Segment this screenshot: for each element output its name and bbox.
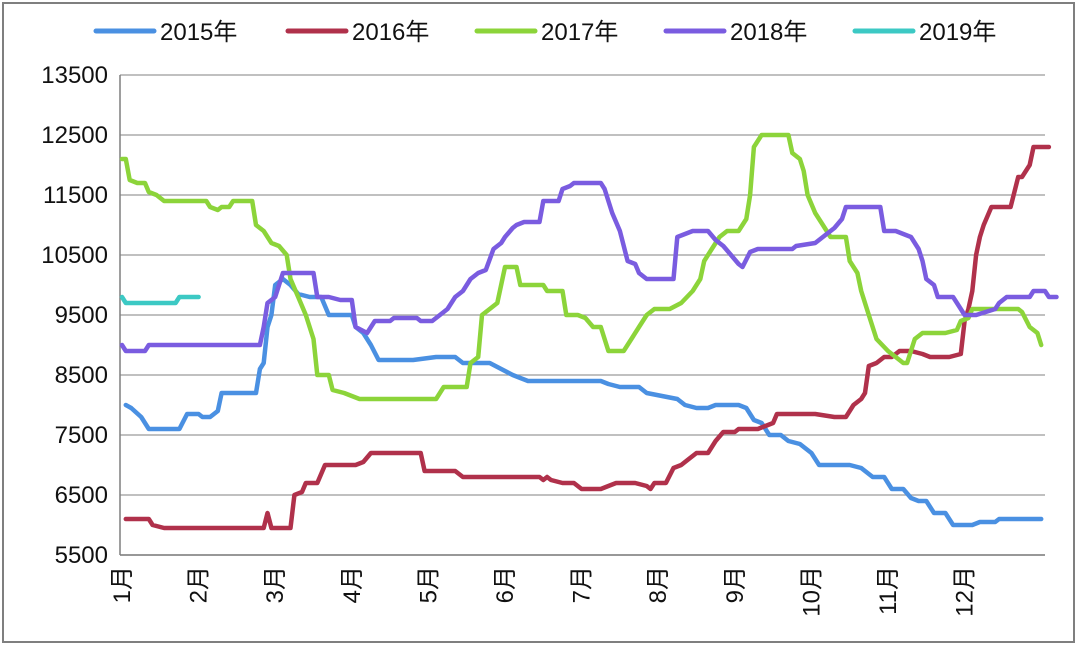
- y-axis-ticks: 5500 6500 7500 8500 9500 10500 11500 12500 13500: [41, 62, 108, 569]
- series-lines: [119, 132, 1059, 531]
- x-tick-label: 11月: [875, 566, 902, 615]
- legend-label: 2016年: [352, 19, 429, 46]
- series-line: [123, 276, 1044, 528]
- series-line: [119, 180, 1059, 354]
- y-tick-label: 8500: [55, 362, 108, 389]
- y-tick-label: 11500: [43, 182, 108, 209]
- y-tick-label: 6500: [55, 482, 108, 509]
- y-tick-label: 9500: [55, 302, 108, 329]
- y-tick-label: 10500: [41, 242, 108, 269]
- series-line: [119, 294, 201, 306]
- legend-label: 2017年: [541, 19, 618, 46]
- x-tick-label: 3月: [262, 566, 289, 603]
- x-axis-ticks: 1月 2月 3月 4月 5月 6月 7月 8月 9月 10月 11月 12月: [109, 566, 979, 617]
- y-tick-label: 5500: [55, 542, 108, 569]
- x-tick-label: 6月: [492, 566, 519, 603]
- x-tick-label: 10月: [798, 566, 825, 617]
- x-tick-label: 9月: [722, 566, 749, 603]
- x-tick-label: 4月: [339, 566, 366, 603]
- x-tick-label: 5月: [415, 566, 442, 603]
- y-tick-label: 12500: [41, 122, 108, 149]
- legend-label: 2015年: [160, 19, 237, 46]
- legend: 2015年 2016年 2017年 2018年 2019年: [93, 19, 996, 46]
- x-tick-label: 2月: [186, 566, 213, 603]
- y-tick-label: 7500: [55, 422, 108, 449]
- x-tick-label: 1月: [109, 566, 136, 603]
- axes: [119, 75, 1045, 556]
- series-line: [119, 132, 1044, 402]
- x-tick-label: 7月: [569, 566, 596, 603]
- y-tick-label: 13500: [41, 62, 108, 89]
- legend-label: 2019年: [919, 19, 996, 46]
- x-tick-label: 12月: [952, 566, 979, 617]
- series-line: [123, 144, 1052, 531]
- legend-label: 2018年: [730, 19, 807, 46]
- x-tick-label: 8月: [645, 566, 672, 603]
